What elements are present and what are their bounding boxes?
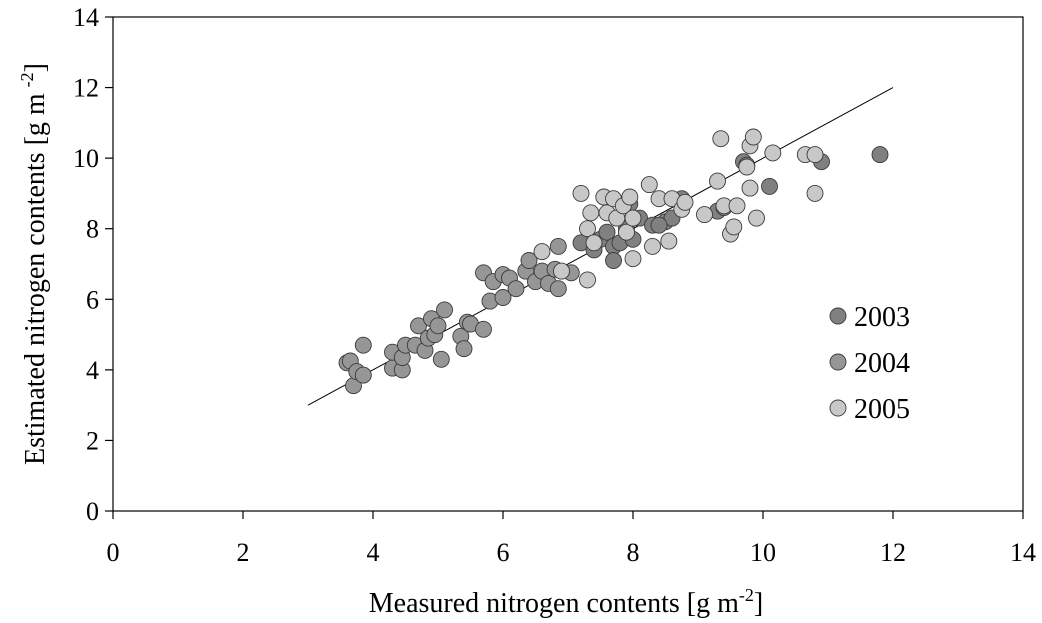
data-point-2005 <box>741 179 759 197</box>
data-point-2005 <box>764 144 782 162</box>
data-point-2005 <box>725 218 743 236</box>
y-tick-label: 14 <box>73 3 99 32</box>
data-point-2004 <box>410 317 427 335</box>
plot-area <box>112 16 1024 512</box>
data-points <box>338 128 889 395</box>
data-point-2005 <box>579 220 596 238</box>
data-point-2004 <box>475 320 492 338</box>
data-point-2005 <box>712 130 730 148</box>
y-tick-label: 0 <box>86 497 99 526</box>
data-point-2005 <box>806 184 824 202</box>
data-point-2004 <box>520 252 538 269</box>
y-axis-title: Estimated nitrogen contents [g m-2] <box>17 63 51 465</box>
data-point-2004 <box>549 280 567 298</box>
legend-label: 2005 <box>854 394 910 425</box>
legend-label: 2004 <box>854 348 910 379</box>
legend-marker-2005 <box>829 399 847 417</box>
data-point-2005 <box>618 223 635 241</box>
data-point-2005 <box>660 232 678 250</box>
data-point-2005 <box>738 158 756 176</box>
y-tick-label: 4 <box>86 356 99 385</box>
data-point-2004 <box>507 280 525 298</box>
data-point-2005 <box>676 193 694 211</box>
y-tick-label: 8 <box>86 215 99 244</box>
data-point-2004 <box>436 301 453 319</box>
legend-label: 2003 <box>854 302 910 333</box>
data-point-2005 <box>553 262 570 280</box>
data-point-2003 <box>871 146 889 164</box>
data-point-2003 <box>605 252 622 269</box>
x-tick-label: 8 <box>627 538 640 567</box>
data-point-2004 <box>455 340 473 358</box>
data-point-2004 <box>354 336 372 354</box>
data-point-2005 <box>709 172 726 190</box>
data-point-2005 <box>624 250 642 268</box>
data-point-2005 <box>806 146 824 164</box>
data-point-2005 <box>533 243 551 261</box>
y-axis: 0 2 4 6 8 10 12 14 <box>73 3 113 526</box>
data-point-2005 <box>572 184 590 202</box>
x-tick-label: 12 <box>880 538 906 567</box>
data-point-2005 <box>582 204 600 222</box>
legend-marker-2004 <box>829 353 847 371</box>
data-point-2005 <box>621 188 639 206</box>
y-tick-label: 2 <box>86 426 99 455</box>
x-tick-label: 14 <box>1010 538 1036 567</box>
data-point-2004 <box>549 237 567 255</box>
data-point-2004 <box>354 366 372 384</box>
data-point-2005 <box>728 197 746 215</box>
data-point-2005 <box>640 176 658 194</box>
data-point-2005 <box>696 206 713 224</box>
legend-marker-2003 <box>829 307 847 325</box>
plot-frame <box>112 16 1024 512</box>
data-point-2003 <box>650 216 668 234</box>
data-point-2004 <box>432 350 450 368</box>
x-tick-label: 0 <box>107 538 120 567</box>
data-point-2005 <box>744 128 762 146</box>
data-point-2004 <box>429 317 447 335</box>
data-point-2005 <box>748 209 765 227</box>
x-tick-label: 6 <box>497 538 510 567</box>
data-point-2004 <box>494 289 512 306</box>
data-point-2005 <box>579 271 596 289</box>
x-axis: 0 2 4 6 8 10 12 14 <box>107 511 1036 567</box>
x-tick-label: 4 <box>367 538 380 567</box>
y-tick-label: 6 <box>86 285 99 314</box>
y-tick-label: 12 <box>73 74 99 103</box>
data-point-2003 <box>598 223 616 241</box>
data-point-2005 <box>585 234 603 252</box>
data-point-2005 <box>624 209 642 227</box>
x-axis-title: Measured nitrogen contents [g m-2] <box>369 585 763 619</box>
data-point-2005 <box>644 237 661 255</box>
y-tick-label: 10 <box>73 144 99 173</box>
x-tick-label: 10 <box>750 538 776 567</box>
x-tick-label: 2 <box>237 538 250 567</box>
legend: 2003 2004 2005 <box>829 302 910 425</box>
data-point-2003 <box>761 177 778 195</box>
